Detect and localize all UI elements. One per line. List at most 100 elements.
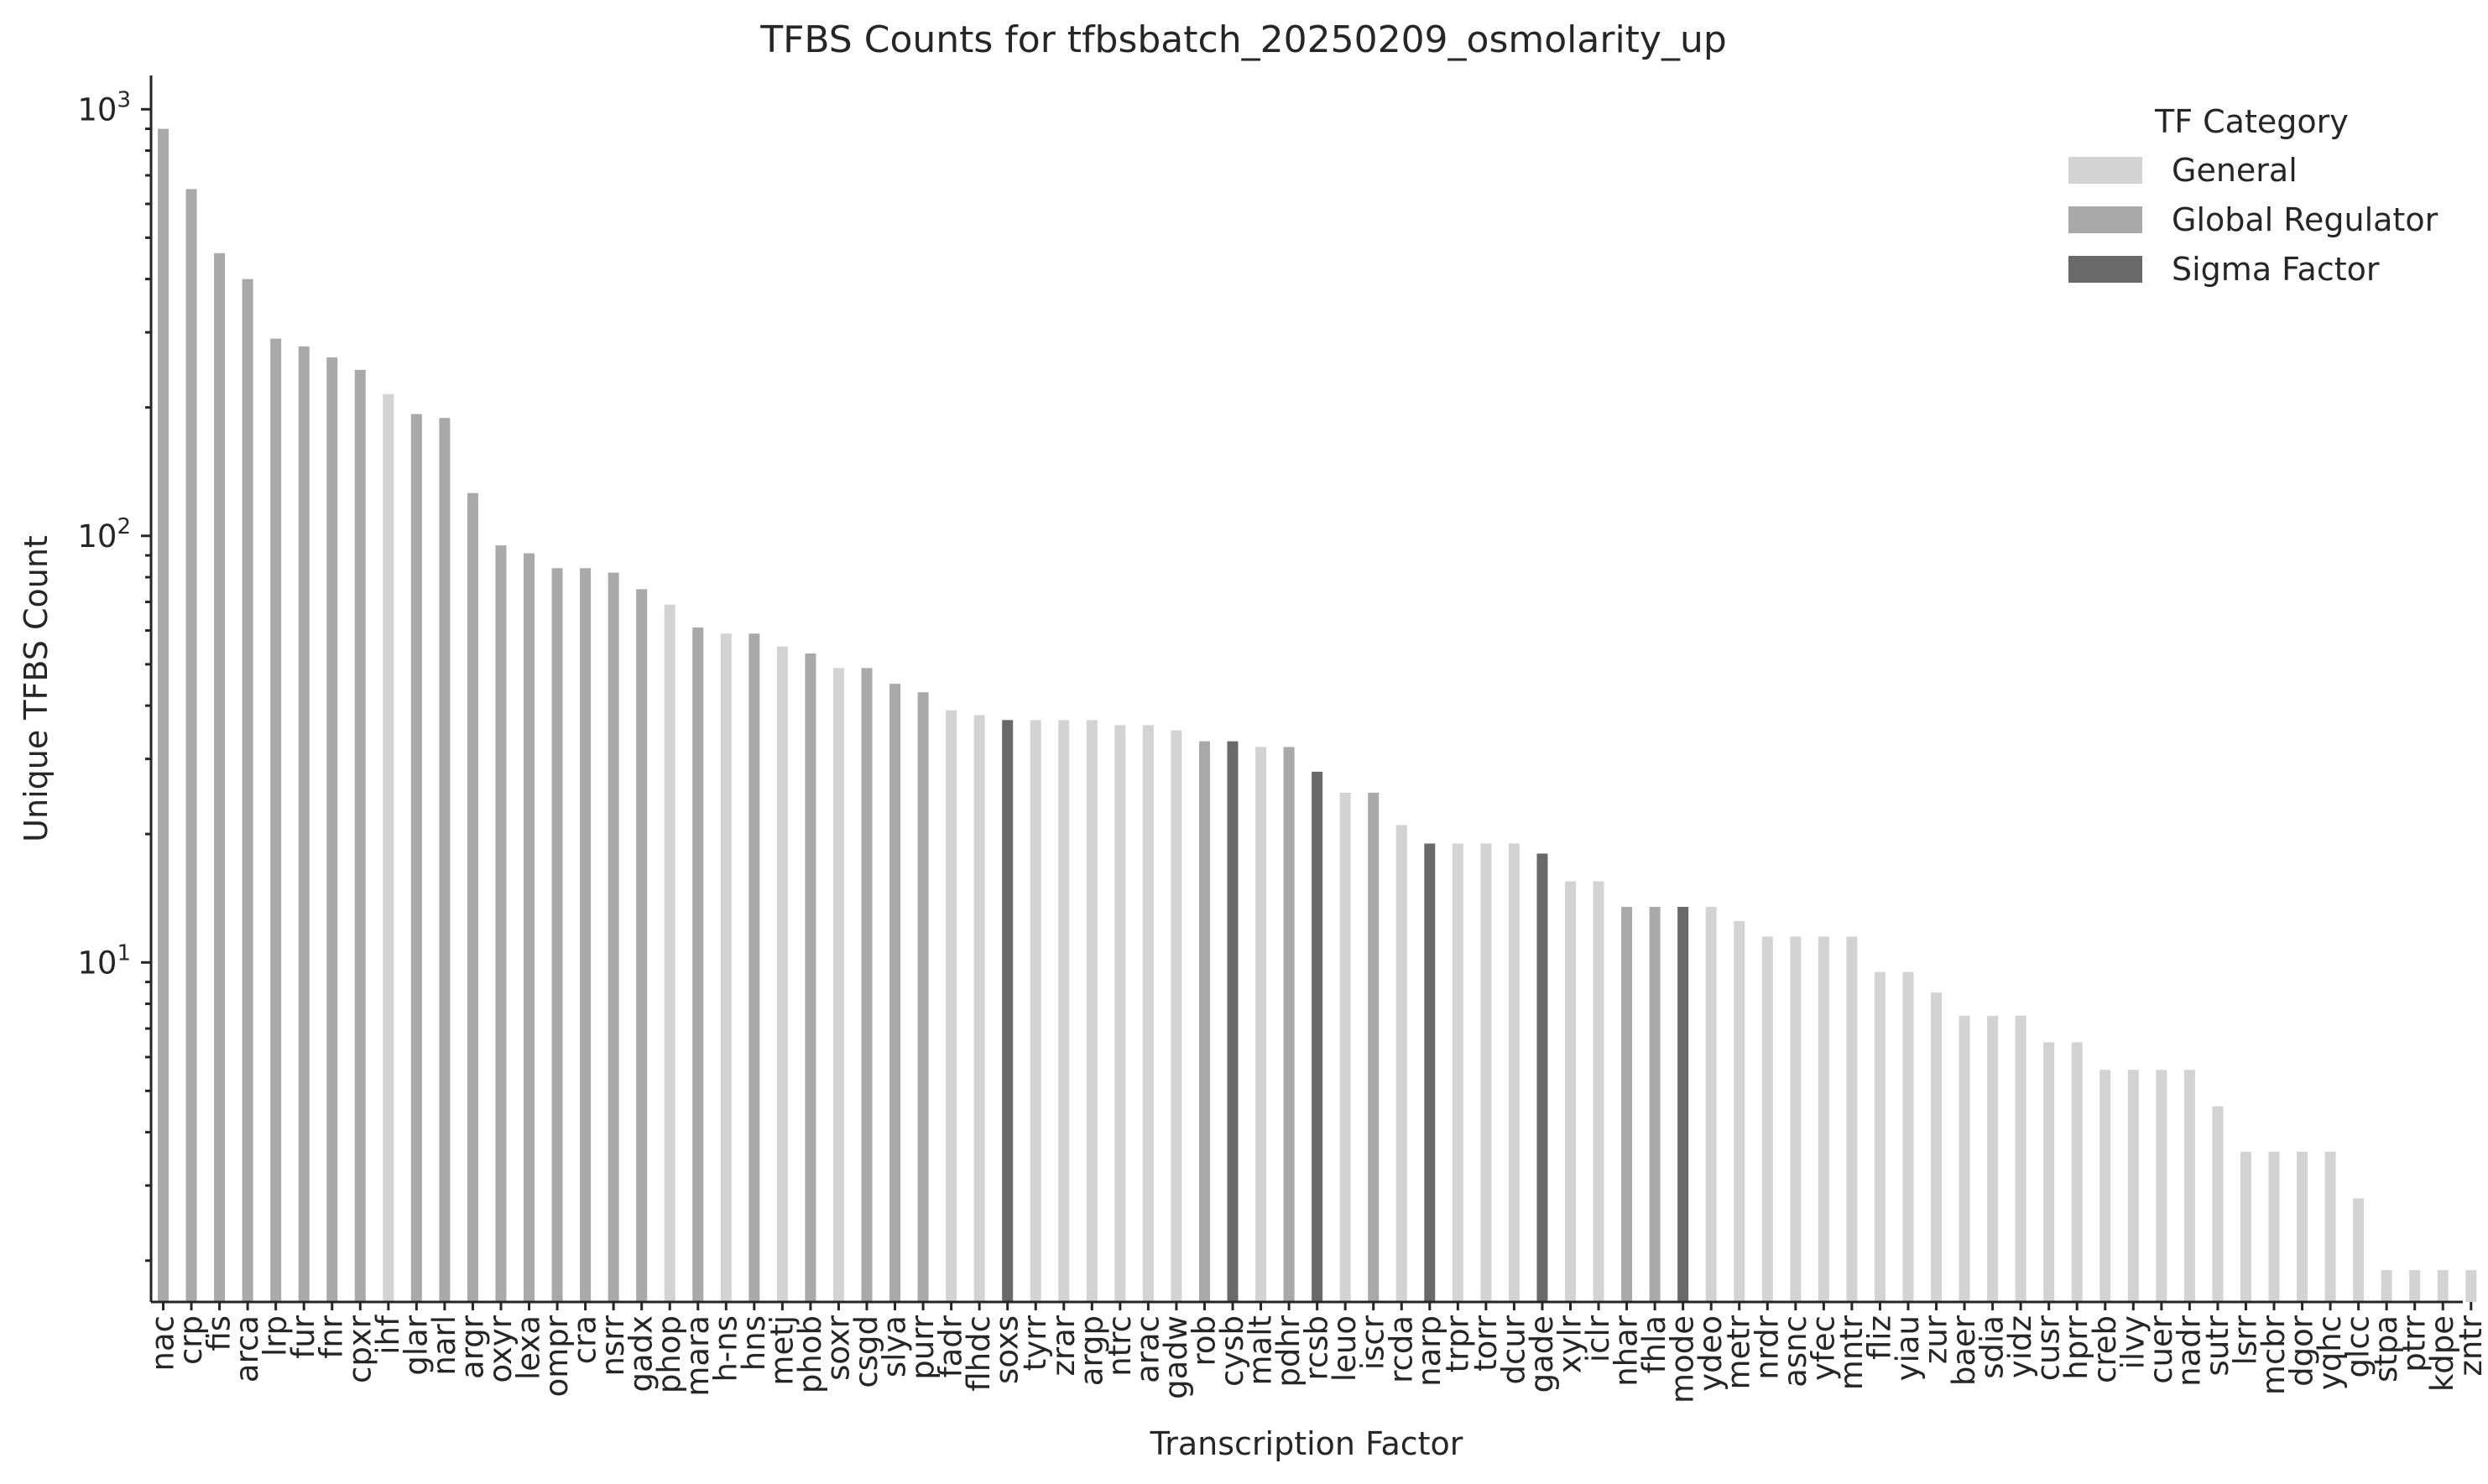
x-tick-label: rcsb [1299,1315,1335,1381]
x-tick-label: metj [764,1315,800,1386]
bar-ydeo [1705,907,1717,1302]
bar-pdhr [1283,747,1295,1302]
bar-fhla [1649,907,1661,1302]
chart-title: TFBS Counts for tfbsbatch_20250209_osmol… [759,18,1727,61]
x-tick-label: hns [736,1315,772,1371]
x-tick-label: narl [426,1315,462,1376]
bar-narp [1424,843,1436,1302]
bars [158,128,2477,1303]
bar-iclr [1593,881,1604,1302]
x-tick-label: sutr [2199,1315,2235,1376]
bar-purr [917,692,929,1302]
bar-fur [298,346,310,1303]
x-tick-label: dgor [2284,1315,2320,1387]
bar-gadx [636,589,648,1302]
bar-torr [1480,843,1492,1302]
bar-yiau [1902,971,1914,1302]
bar-fis [214,253,226,1302]
x-tick-label: mara [680,1315,716,1397]
bar-zur [1931,992,1943,1302]
bar-ilvy [2127,1070,2139,1302]
x-tick-label: tyrr [1017,1315,1053,1371]
x-tick-label: arca [229,1315,265,1382]
bar-cpxr [354,369,366,1302]
x-tick-label: cysb [1214,1315,1250,1387]
x-tick-label: xylr [1552,1315,1588,1373]
x-tick-label: crp [173,1315,209,1365]
bar-mntr [1846,936,1858,1302]
bar-argr [467,492,478,1302]
x-tick-label: slya [877,1315,913,1377]
x-tick-label: torr [1468,1315,1504,1372]
x-tick-label: ihf [370,1315,406,1355]
x-tick-label: kdpe [2424,1315,2460,1392]
x-tick-label: nhar [1609,1315,1645,1387]
bar-metr [1734,921,1745,1302]
bar-sutr [2212,1106,2224,1302]
x-tick-label: narp [1411,1315,1447,1387]
x-tick-label: argr [454,1315,490,1379]
bar-mcbr [2268,1151,2280,1302]
bar-iscr [1368,792,1380,1302]
bar-cysb [1227,741,1239,1302]
x-tick-label: fliz [1861,1315,1897,1360]
x-tick-label: rcda [1383,1315,1419,1383]
bar-cuer [2156,1070,2167,1302]
bar-rcda [1395,825,1407,1302]
x-tick-label: lrp [258,1315,294,1356]
legend-swatch-global-regulator [2068,206,2142,233]
y-tick-label: 103 [77,87,131,128]
bar-yidz [2015,1015,2026,1302]
x-tick-label: trpr [1439,1315,1475,1372]
bar-kdpe [2437,1270,2449,1302]
x-tick-label: iclr [1580,1315,1616,1362]
bar-cra [580,568,592,1302]
bar-leuo [1339,792,1351,1302]
x-tick-label: argp [1073,1315,1109,1386]
bar-lrp [270,338,282,1302]
y-tick-label: 102 [77,514,131,555]
x-tick-label: zntr [2453,1315,2488,1376]
bar-metj [776,646,788,1302]
x-tick-label: zur [1918,1315,1954,1364]
bar-nrdr [1761,936,1773,1302]
x-tick-label: fhla [1636,1315,1672,1373]
bar-lsrr [2240,1151,2251,1302]
x-tick-label: fur [285,1315,321,1358]
x-tick-label: asnc [1777,1315,1813,1388]
bar-lexa [524,553,535,1302]
bar-tyrr [1030,720,1041,1302]
x-tick-label: stpa [2368,1315,2404,1382]
x-tick-label: mntr [1833,1315,1870,1390]
x-tick-label: fis [201,1315,237,1351]
x-tick-label: metr [1721,1315,1757,1389]
x-tick-label: ilvy [2115,1315,2151,1369]
x-tick-label: yidz [2002,1315,2038,1378]
bar-ntrc [1114,725,1126,1302]
y-axis-label: Unique TFBS Count [18,535,55,842]
legend-label-general: General [2172,152,2298,189]
bar-arac [1142,725,1154,1302]
bar-mode [1677,907,1689,1302]
x-tick-label: zrar [1046,1315,1082,1376]
bar-crp [185,189,197,1302]
bar-rob [1198,741,1210,1302]
bar-baer [1959,1015,1970,1302]
bar-dcur [1508,843,1520,1302]
y-tick-label: 101 [77,940,131,981]
bar-argp [1086,720,1098,1302]
legend: TF Category General Global Regulator Sig… [2068,103,2438,288]
bar-rcsb [1312,771,1323,1302]
bar-creb [2099,1070,2111,1302]
x-tick-label: glar [398,1315,434,1375]
x-tick-label: rob [1186,1315,1222,1367]
bar-soxs [1002,720,1014,1302]
bar-gadw [1171,730,1182,1302]
x-tick-label: pdhr [1270,1315,1307,1387]
x-tick-label: gade [1524,1315,1560,1393]
legend-swatch-sigma-factor [2068,256,2142,283]
bar-hprr [2071,1042,2083,1302]
bar-gade [1536,853,1548,1302]
x-tick-label: sdia [1974,1315,2011,1379]
